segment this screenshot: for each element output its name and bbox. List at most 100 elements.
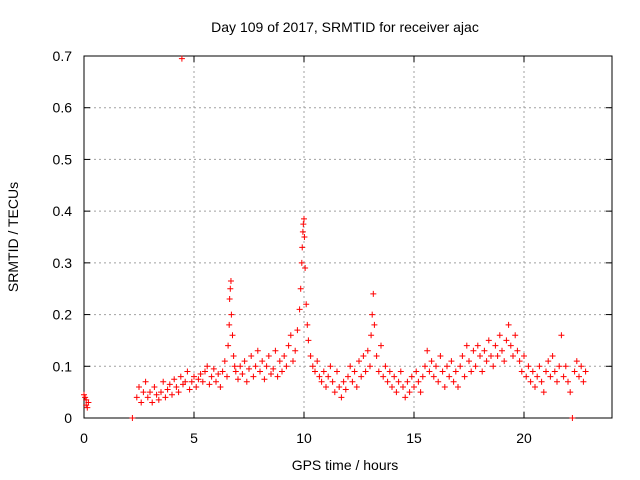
y-tick-label: 0.6 xyxy=(53,100,73,116)
data-point xyxy=(428,358,435,365)
data-points xyxy=(81,55,589,421)
x-tick-label: 5 xyxy=(190,430,198,446)
data-point xyxy=(186,386,193,393)
data-point xyxy=(521,352,527,359)
data-point xyxy=(457,363,464,370)
data-point xyxy=(283,363,290,370)
data-point xyxy=(329,378,336,385)
data-point xyxy=(129,415,136,421)
data-point xyxy=(173,383,180,390)
data-point xyxy=(188,378,195,385)
data-point xyxy=(230,352,237,359)
data-point xyxy=(342,386,349,393)
data-point xyxy=(419,373,426,380)
data-point xyxy=(565,378,571,385)
data-point xyxy=(206,381,213,388)
data-point xyxy=(300,221,307,228)
data-point xyxy=(369,311,376,318)
data-point xyxy=(331,389,338,396)
data-point xyxy=(437,352,444,359)
data-point xyxy=(483,358,490,365)
data-point xyxy=(534,373,541,380)
data-point xyxy=(523,373,530,380)
data-point xyxy=(228,311,235,318)
data-point xyxy=(378,342,384,349)
y-tick-label: 0.4 xyxy=(53,203,73,219)
data-point xyxy=(395,378,402,385)
data-point xyxy=(448,358,455,365)
data-point xyxy=(470,347,477,354)
data-point xyxy=(435,378,442,385)
data-point xyxy=(239,371,246,378)
data-point xyxy=(441,383,448,390)
tick-marks xyxy=(83,55,612,419)
data-point xyxy=(367,363,373,370)
data-point xyxy=(297,285,304,292)
data-point xyxy=(227,285,234,292)
data-point xyxy=(481,347,488,354)
data-point xyxy=(400,383,406,390)
data-point xyxy=(221,358,228,365)
data-point xyxy=(133,394,140,401)
data-point xyxy=(290,358,296,365)
data-point xyxy=(178,55,185,62)
data-point xyxy=(263,363,270,370)
data-point xyxy=(225,342,232,349)
data-point xyxy=(406,389,413,396)
data-point xyxy=(84,404,91,411)
data-point xyxy=(248,352,255,359)
data-point xyxy=(299,228,306,235)
data-point xyxy=(199,378,206,385)
data-point xyxy=(177,373,184,380)
data-point xyxy=(210,365,217,372)
y-axis-label: SRMTID / TECUs xyxy=(5,182,21,292)
data-point xyxy=(320,368,327,375)
x-tick-label: 15 xyxy=(406,430,422,446)
data-point xyxy=(393,389,400,396)
data-point xyxy=(171,376,178,383)
data-point xyxy=(169,391,175,398)
data-point xyxy=(301,234,308,240)
data-point xyxy=(538,378,545,385)
data-point xyxy=(336,383,343,390)
x-axis-label: GPS time / hours xyxy=(292,457,399,473)
data-point xyxy=(215,371,222,378)
data-point xyxy=(430,373,437,380)
data-point xyxy=(136,383,142,390)
data-point xyxy=(305,337,312,344)
data-point xyxy=(314,358,321,365)
data-point xyxy=(197,371,204,378)
y-tick-labels: 0 0.1 0.2 0.3 0.4 0.5 0.6 0.7 xyxy=(53,48,73,426)
data-point xyxy=(503,337,510,344)
data-point xyxy=(358,373,365,380)
data-point xyxy=(494,352,501,359)
data-point xyxy=(193,383,200,390)
data-point xyxy=(281,352,288,359)
data-point xyxy=(408,373,415,380)
data-point xyxy=(474,342,481,349)
data-point xyxy=(373,352,380,359)
data-point xyxy=(512,332,519,339)
data-point xyxy=(140,389,147,396)
y-tick-label: 0.2 xyxy=(53,307,73,323)
data-point xyxy=(231,363,238,370)
data-point xyxy=(298,259,305,266)
data-point xyxy=(514,347,521,354)
y-tick-label: 0.7 xyxy=(53,48,73,64)
data-point xyxy=(426,368,433,375)
data-point xyxy=(485,337,492,344)
data-point xyxy=(477,352,483,359)
data-point xyxy=(578,363,585,370)
data-point xyxy=(391,373,398,380)
data-point xyxy=(345,373,351,380)
data-point xyxy=(439,368,446,375)
data-point xyxy=(241,358,248,365)
data-point xyxy=(580,378,587,385)
data-point xyxy=(556,363,563,370)
data-point xyxy=(558,332,565,339)
data-point xyxy=(525,363,532,370)
data-point xyxy=(299,244,306,251)
data-point xyxy=(226,296,233,303)
data-point xyxy=(232,368,239,375)
data-point xyxy=(347,363,354,370)
